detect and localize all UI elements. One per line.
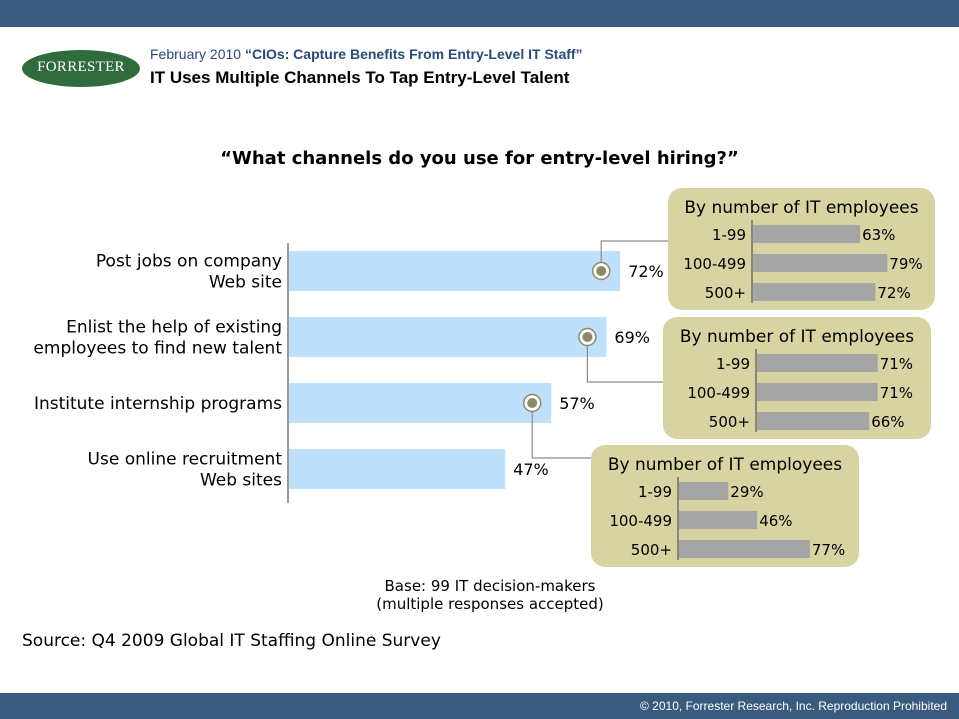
connector-line-2 — [531, 403, 591, 459]
breakdown-category-0-1: 100-499 — [683, 255, 746, 273]
breakdown-panel-2 — [591, 445, 859, 567]
breakdown-title-0: By number of IT employees — [684, 198, 918, 218]
chart-title: “What channels do you use for entry-leve… — [220, 148, 739, 169]
source-note: Source: Q4 2009 Global IT Staffing Onlin… — [22, 631, 441, 651]
breakdown-category-2-0: 1-99 — [638, 483, 672, 501]
breakdown-bar-0-1 — [753, 254, 888, 272]
breakdown-bar-0-2 — [753, 283, 876, 301]
report-date: February 2010 — [150, 46, 242, 62]
breakdown-category-1-1: 100-499 — [687, 384, 750, 402]
breakdown-value-0-1: 79% — [889, 255, 922, 273]
breakdown-bar-1-1 — [757, 383, 878, 401]
bar-3 — [289, 449, 506, 489]
marker-dot-0 — [596, 266, 607, 276]
breakdown-value-2-1: 46% — [759, 512, 792, 530]
breakdown-panel-0 — [668, 188, 935, 310]
category-label-0-line-1: Web site — [209, 273, 282, 293]
breakdown-value-0-0: 63% — [862, 226, 895, 244]
category-label-0-line-0: Post jobs on company — [96, 252, 282, 272]
breakdown-category-2-1: 100-499 — [609, 512, 672, 530]
breakdown-bar-1-2 — [757, 412, 870, 430]
breakdown-title-2: By number of IT employees — [608, 455, 842, 475]
base-line-2: (multiple responses accepted) — [376, 595, 604, 613]
value-label-3: 47% — [513, 460, 549, 479]
breakdown-category-1-2: 500+ — [709, 413, 750, 431]
report-citation: February 2010 “CIOs: Capture Benefits Fr… — [150, 46, 583, 62]
breakdown-category-0-0: 1-99 — [712, 226, 746, 244]
report-title: “CIOs: Capture Benefits From Entry-Level… — [244, 46, 583, 62]
slide-headline: IT Uses Multiple Channels To Tap Entry-L… — [150, 68, 570, 87]
value-label-0: 72% — [628, 262, 664, 281]
breakdown-bar-2-1 — [679, 511, 758, 529]
breakdown-value-1-0: 71% — [880, 355, 913, 373]
base-note: Base: 99 IT decision-makers (multiple re… — [330, 577, 650, 613]
breakdown-value-2-0: 29% — [730, 483, 763, 501]
category-label-1-line-1: employees to find new talent — [33, 339, 282, 359]
breakdown-bar-2-0 — [679, 482, 729, 500]
category-label-1-line-0: Enlist the help of existing — [66, 318, 282, 338]
forrester-logo: FORRESTER — [22, 50, 140, 87]
marker-dot-1 — [582, 332, 593, 342]
bar-1 — [289, 317, 607, 357]
breakdown-value-2-2: 77% — [812, 541, 845, 559]
breakdown-bar-0-0 — [753, 225, 861, 243]
copyright-text: © 2010, Forrester Research, Inc. Reprodu… — [640, 699, 947, 713]
breakdown-value-1-1: 71% — [880, 384, 913, 402]
bar-2 — [289, 383, 552, 423]
value-label-2: 57% — [559, 394, 595, 413]
connector-line-1 — [586, 337, 663, 383]
breakdown-value-1-2: 66% — [871, 413, 904, 431]
bar-0 — [289, 251, 621, 291]
breakdown-category-2-2: 500+ — [631, 541, 672, 559]
breakdown-panel-1 — [663, 317, 931, 439]
marker-dot-2 — [527, 398, 538, 408]
logo-text: FORRESTER — [37, 59, 125, 75]
category-label-3-line-0: Use online recruitment — [88, 450, 283, 470]
bottom-banner: © 2010, Forrester Research, Inc. Reprodu… — [0, 693, 959, 719]
connector-line-0 — [600, 240, 668, 271]
breakdown-bar-2-2 — [679, 540, 810, 558]
breakdown-category-0-2: 500+ — [705, 284, 746, 302]
top-banner — [0, 0, 959, 27]
base-line-1: Base: 99 IT decision-makers — [384, 577, 596, 595]
breakdown-bar-1-0 — [757, 354, 878, 372]
breakdown-title-1: By number of IT employees — [680, 327, 914, 347]
breakdown-value-0-2: 72% — [877, 284, 910, 302]
value-label-1: 69% — [614, 328, 650, 347]
category-label-2: Institute internship programs — [34, 394, 282, 414]
category-label-3-line-1: Web sites — [200, 471, 282, 491]
breakdown-category-1-0: 1-99 — [716, 355, 750, 373]
